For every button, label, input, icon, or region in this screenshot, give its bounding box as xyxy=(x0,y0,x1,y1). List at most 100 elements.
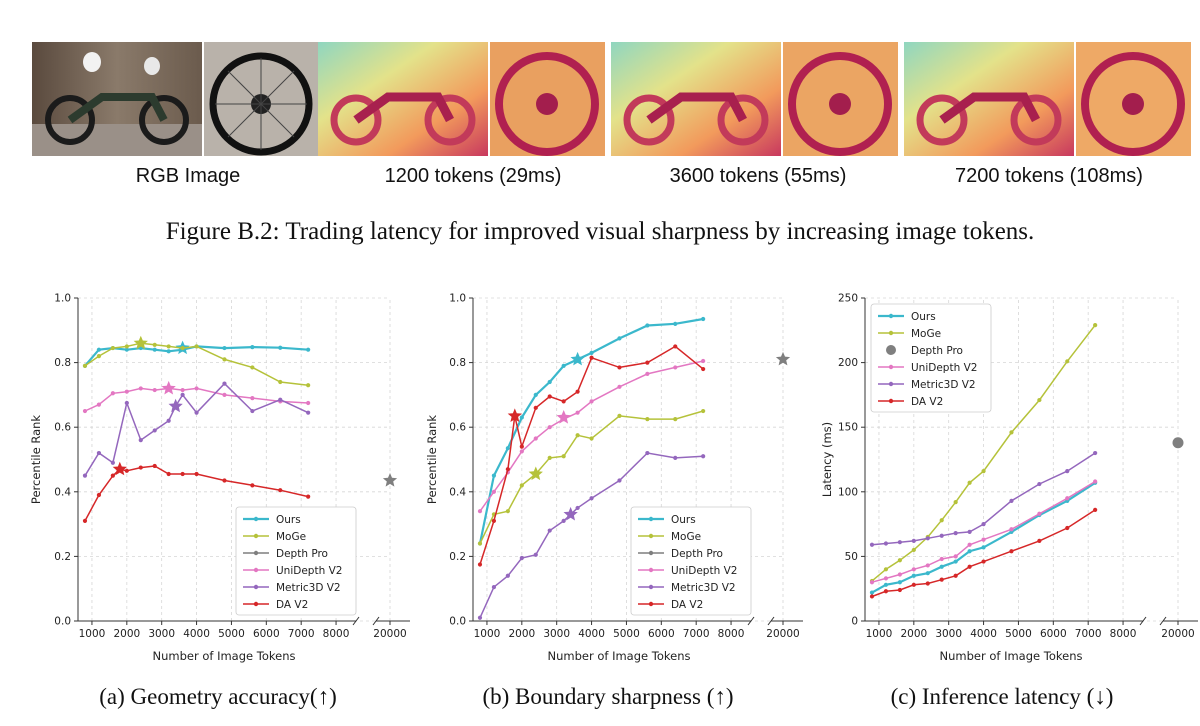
axis-break-mark xyxy=(747,616,755,626)
data-point xyxy=(911,573,916,578)
series-ours xyxy=(477,316,706,546)
data-point xyxy=(1009,527,1014,532)
data-point xyxy=(701,454,706,459)
data-point xyxy=(222,345,227,351)
data-point xyxy=(110,460,115,465)
data-point xyxy=(939,533,944,538)
thumbnail-depth-1200 xyxy=(318,42,605,156)
data-point xyxy=(701,366,706,372)
data-point xyxy=(124,344,129,349)
data-point xyxy=(883,541,889,546)
legend-label: DA V2 xyxy=(276,599,308,611)
series-line xyxy=(871,480,1096,583)
series-da-v2 xyxy=(869,507,1098,599)
default-star-marker xyxy=(528,466,543,481)
y-tick-label: 200 xyxy=(838,357,858,369)
data-point xyxy=(645,450,650,456)
data-point xyxy=(883,576,889,581)
data-point xyxy=(82,408,88,414)
data-point xyxy=(1093,450,1098,456)
data-point xyxy=(673,321,678,326)
x-tick-label: 8000 xyxy=(1110,628,1137,640)
data-point xyxy=(505,509,510,514)
series-depth-pro xyxy=(1172,437,1184,449)
thumbnail-label-1200: 1200 tokens (29ms) xyxy=(384,165,562,187)
data-point xyxy=(533,405,538,410)
legend-swatch-marker xyxy=(253,567,259,573)
data-point xyxy=(939,564,944,569)
data-point xyxy=(124,347,129,352)
data-point xyxy=(306,400,311,406)
data-point xyxy=(491,584,497,590)
x-tick-label: 5000 xyxy=(613,628,640,640)
thumbnail-label-rgb: RGB Image xyxy=(135,165,241,187)
data-point xyxy=(306,410,311,415)
legend-label: Metric3D V2 xyxy=(671,582,736,594)
data-point xyxy=(250,396,255,401)
data-point xyxy=(96,492,102,498)
data-point xyxy=(477,541,483,546)
data-point xyxy=(925,571,930,576)
data-point xyxy=(138,438,143,443)
data-point xyxy=(673,417,678,422)
data-point xyxy=(152,387,157,393)
data-point xyxy=(1009,430,1014,435)
legend-label: MoGe xyxy=(671,531,701,543)
x-tick-label: 1000 xyxy=(474,628,501,640)
data-point xyxy=(222,381,227,386)
thumbnail-label-3600: 3600 tokens (55ms) xyxy=(669,165,847,187)
data-point xyxy=(869,590,875,595)
x-tick-label-break: 20000 xyxy=(373,628,406,640)
data-point xyxy=(96,402,102,407)
series-metric3d-v2 xyxy=(477,450,706,620)
data-point xyxy=(589,399,594,404)
legend-swatch-marker xyxy=(648,516,654,522)
legend-swatch-marker xyxy=(888,364,894,370)
data-point xyxy=(110,391,115,396)
data-point xyxy=(897,572,902,577)
data-point xyxy=(575,505,580,511)
legend: Ours MoGe Depth Pro UniDepth V2 Metric3D V2 D… xyxy=(870,303,992,413)
data-point xyxy=(939,577,944,582)
data-point xyxy=(250,408,255,414)
legend-swatch-marker xyxy=(648,584,654,590)
x-tick-label: 1000 xyxy=(79,628,106,640)
data-point xyxy=(152,463,157,469)
y-tick-label: 0.0 xyxy=(54,616,71,628)
axis-break-mark xyxy=(1139,616,1147,626)
x-tick-label: 2000 xyxy=(113,628,140,640)
legend-label: Depth Pro xyxy=(276,548,328,560)
data-point xyxy=(491,473,497,478)
legend-box xyxy=(870,303,992,413)
x-tick-label: 7000 xyxy=(288,628,315,640)
data-point xyxy=(306,383,311,388)
x-tick-label: 7000 xyxy=(1075,628,1102,640)
data-point xyxy=(953,573,958,578)
legend-swatch-marker xyxy=(253,550,259,556)
default-star-marker xyxy=(563,506,578,521)
data-point xyxy=(180,387,185,393)
data-point xyxy=(194,344,199,349)
data-point xyxy=(250,344,255,350)
data-point xyxy=(194,386,199,391)
data-point xyxy=(939,556,944,562)
x-tick-label: 2000 xyxy=(508,628,535,640)
data-point xyxy=(138,465,143,470)
legend-label: Ours xyxy=(276,514,301,526)
depth-pro-star-marker xyxy=(382,473,398,487)
data-point xyxy=(1037,397,1042,403)
data-point xyxy=(701,408,706,414)
legend-swatch-marker xyxy=(648,601,654,607)
data-point xyxy=(166,349,171,354)
legend-swatch-marker xyxy=(648,550,654,556)
data-point xyxy=(883,567,889,572)
data-point xyxy=(250,483,255,488)
x-tick-label: 4000 xyxy=(970,628,997,640)
x-tick-label: 4000 xyxy=(578,628,605,640)
data-point xyxy=(939,518,944,523)
data-point xyxy=(82,518,88,523)
chart-b: 0.0 0.2 0.4 0.6 0.8 1.0 1000 2000 3000 4000 5000 60… xyxy=(425,293,803,663)
data-point xyxy=(1065,496,1070,501)
data-point xyxy=(1037,538,1042,543)
data-point xyxy=(673,455,678,460)
